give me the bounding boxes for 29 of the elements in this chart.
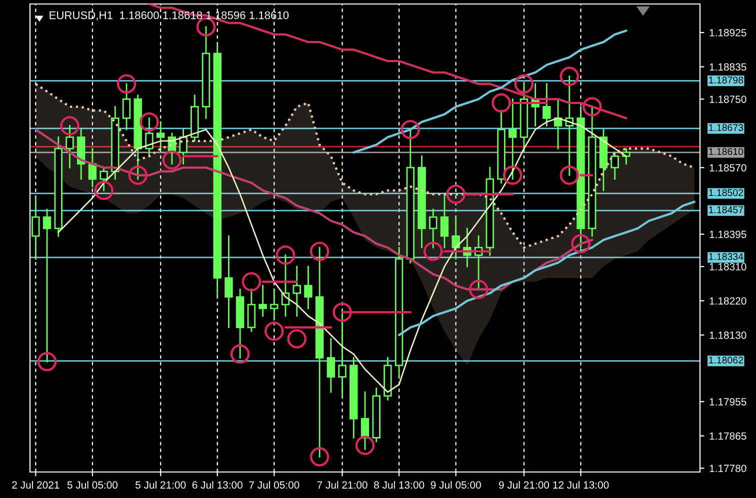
y-tick-label: 1.17955 — [710, 398, 746, 406]
x-tick-label: 6 Jul 13:00 — [192, 481, 242, 489]
y-tick-label: 1.18570 — [710, 164, 746, 172]
x-tick-label: 12 Jul 13:00 — [553, 481, 609, 489]
x-tick-label: 5 Jul 05:00 — [67, 481, 118, 489]
x-tick-label: 2 Jul 2021 — [12, 481, 60, 489]
y-tick-label: 1.18750 — [710, 96, 746, 103]
text: EURUSD,H1 1.18600 1.18618 1.18596 1.18610 — [50, 11, 289, 20]
x-tick-label: 7 Jul 21:00 — [317, 481, 368, 489]
ref-line-label: 1.18798 — [709, 76, 744, 84]
y-tick-label: 1.18130 — [710, 332, 746, 339]
ref-line-label: 1.18673 — [709, 124, 744, 132]
ref-line-label: 1.18062 — [709, 356, 743, 364]
y-tick-label: 1.18925 — [710, 29, 746, 36]
x-tick-label: 7 Jul 05:00 — [249, 481, 300, 489]
y-tick-label: 1.18310 — [710, 263, 746, 270]
ref-line-label: 1.18610 — [709, 148, 744, 155]
x-tick-label: 8 Jul 13:00 — [374, 481, 424, 489]
ref-line-label: 1.18457 — [709, 206, 743, 214]
y-tick-label: 1.17865 — [710, 432, 746, 440]
ref-line-label: 1.18502 — [709, 189, 743, 196]
x-tick-label: 5 Jul 21:00 — [136, 481, 186, 489]
x-tick-label: 9 Jul 05:00 — [430, 481, 481, 489]
ref-line-label: 1.18334 — [709, 253, 744, 260]
y-tick-label: 1.18835 — [710, 63, 746, 71]
y-tick-label: 1.17780 — [710, 464, 746, 472]
x-tick-label: 9 Jul 21:00 — [498, 481, 550, 489]
y-tick-label: 1.18395 — [710, 230, 746, 238]
y-tick-label: 1.18220 — [710, 297, 746, 305]
